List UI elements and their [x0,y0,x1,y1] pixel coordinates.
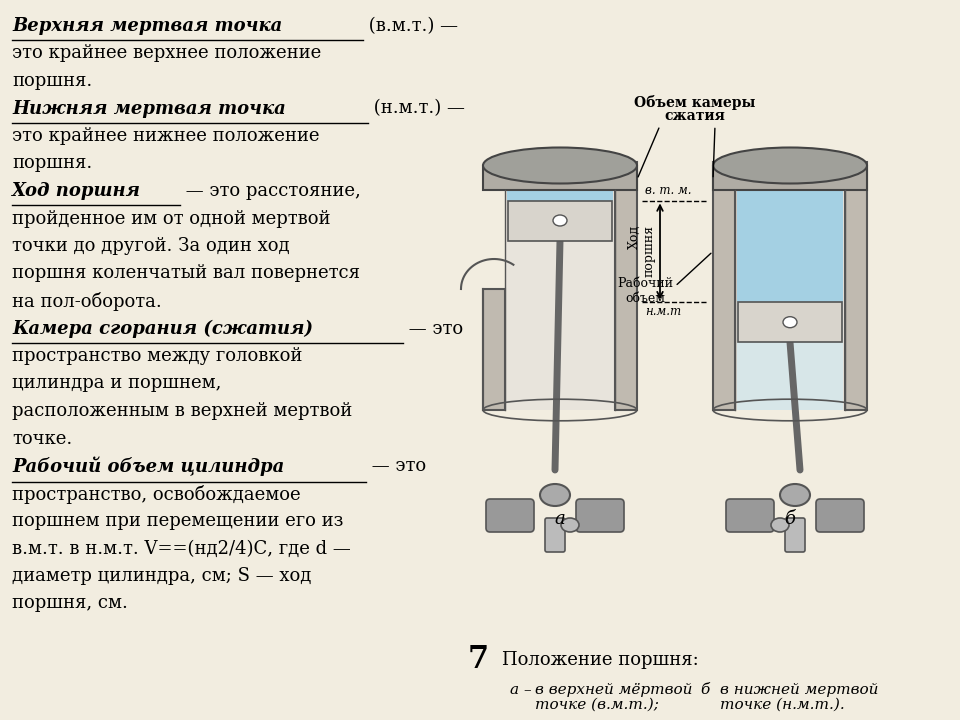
Bar [483,289,505,410]
Text: в верхней мёртвой: в верхней мёртвой [535,683,692,697]
Text: Верхняя мертвая точка: Верхняя мертвая точка [12,17,282,35]
Bar [508,200,612,240]
Text: в. т. м.: в. т. м. [645,184,691,197]
Bar [735,190,845,410]
Text: сжатия: сжатия [664,109,726,124]
Text: пройденное им от одной мертвой: пройденное им от одной мертвой [12,210,330,228]
Text: Объем камеры: Объем камеры [635,94,756,109]
Bar [615,162,637,410]
Bar [713,162,735,410]
Text: диаметр цилиндра, см; S — ход: диаметр цилиндра, см; S — ход [12,567,311,585]
Bar [713,166,867,190]
Text: цилиндра и поршнем,: цилиндра и поршнем, [12,374,222,392]
Text: поршнем при перемещении его из: поршнем при перемещении его из [12,512,344,530]
Text: это крайнее верхнее положение: это крайнее верхнее положение [12,45,322,63]
Bar [737,190,843,302]
Text: точке.: точке. [12,430,72,448]
Ellipse shape [483,148,637,184]
Text: поршня, см.: поршня, см. [12,595,128,613]
FancyBboxPatch shape [576,499,624,532]
Ellipse shape [540,484,570,506]
Text: поршня.: поршня. [12,72,92,90]
Text: 7: 7 [468,644,489,675]
Text: (н.м.т.) —: (н.м.т.) — [368,99,465,117]
Text: пространство, освобождаемое: пространство, освобождаемое [12,485,300,503]
Text: точки до другой. За один ход: точки до другой. За один ход [12,237,290,255]
FancyBboxPatch shape [816,499,864,532]
Text: Камера сгорания (сжатия): Камера сгорания (сжатия) [12,320,313,338]
FancyBboxPatch shape [486,499,534,532]
Ellipse shape [780,484,810,506]
Text: точке (н.м.т.).: точке (н.м.т.). [720,698,845,712]
Text: точке (в.м.т.);: точке (в.м.т.); [535,698,659,712]
Ellipse shape [561,518,579,532]
FancyBboxPatch shape [726,499,774,532]
Text: поршня коленчатый вал повернется: поршня коленчатый вал повернется [12,264,360,282]
Text: б: б [784,510,796,528]
Bar [505,190,615,410]
Text: а: а [555,510,565,528]
Text: Рабочий
объем: Рабочий объем [617,277,673,305]
Text: расположенным в верхней мертвой: расположенным в верхней мертвой [12,402,352,420]
Text: Положение поршня:: Положение поршня: [502,651,698,669]
Bar [483,166,637,190]
Text: пространство между головкой: пространство между головкой [12,347,302,365]
Text: поршня.: поршня. [12,155,92,173]
Bar [738,302,842,342]
Text: Ход
поршня: Ход поршня [628,225,656,277]
Text: в нижней мертвой: в нижней мертвой [720,683,878,697]
Text: — это расстояние,: — это расстояние, [180,182,360,200]
Text: а –: а – [510,683,532,697]
Text: н.м.т: н.м.т [645,305,682,318]
Text: Нижняя мертвая точка: Нижняя мертвая точка [12,99,286,117]
Text: Ход поршня: Ход поршня [12,182,141,200]
Text: Рабочий объем цилиндра: Рабочий объем цилиндра [12,457,284,477]
FancyBboxPatch shape [545,518,565,552]
Text: б: б [700,683,709,697]
Text: (в.м.т.) —: (в.м.т.) — [363,17,458,35]
Text: — это: — это [366,457,425,475]
Ellipse shape [713,148,867,184]
Ellipse shape [553,215,567,226]
Ellipse shape [783,317,797,328]
Ellipse shape [771,518,789,532]
Text: это крайнее нижнее положение: это крайнее нижнее положение [12,127,320,145]
Bar [507,190,613,200]
FancyBboxPatch shape [785,518,805,552]
Text: — это: — это [403,320,463,338]
Bar [737,302,843,410]
Bar [845,162,867,410]
Text: в.м.т. в н.м.т. V==(нд2/4)С, где d —: в.м.т. в н.м.т. V==(нд2/4)С, где d — [12,539,350,557]
Text: на пол-оборота.: на пол-оборота. [12,292,161,311]
